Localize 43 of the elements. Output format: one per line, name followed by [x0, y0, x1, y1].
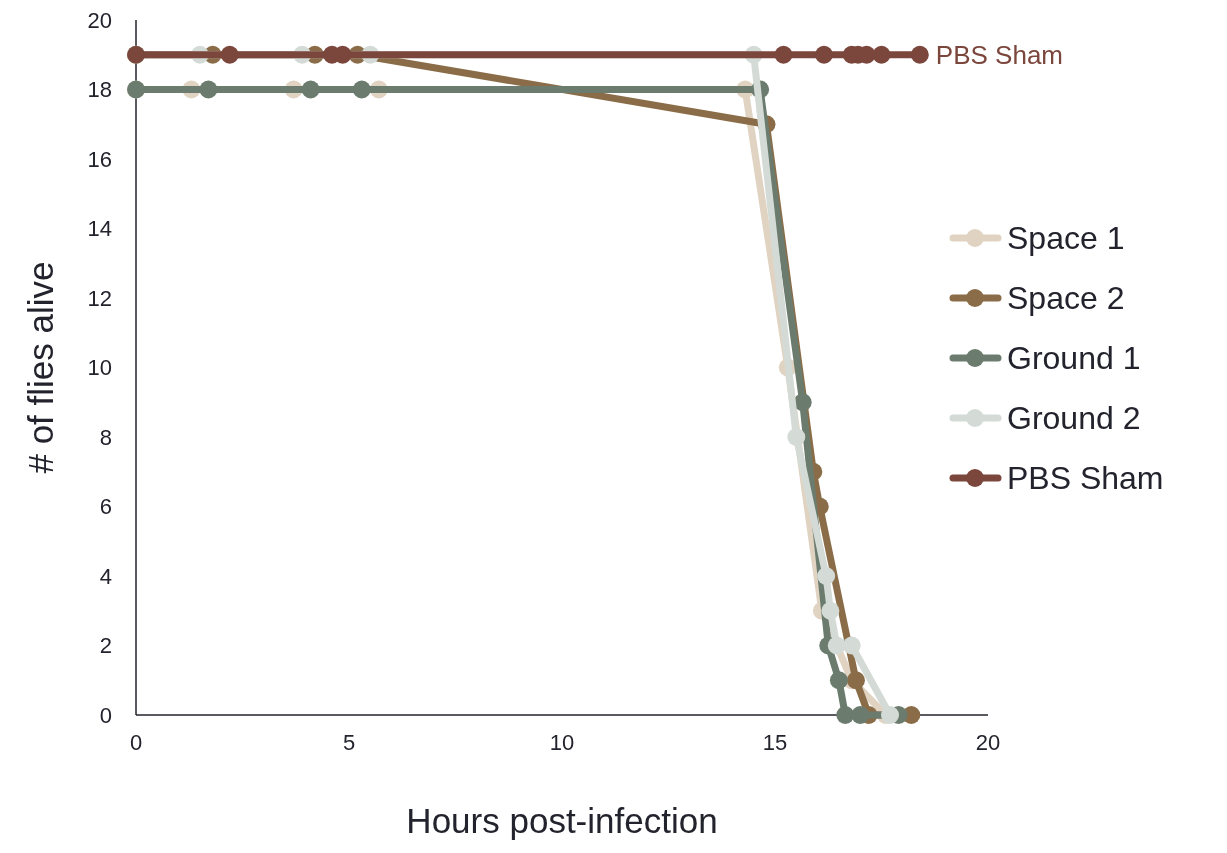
y-tick-label: 18 — [87, 77, 112, 102]
y-axis-title: # of flies alive — [21, 261, 60, 474]
x-tick-label: 5 — [342, 730, 356, 755]
point — [821, 601, 840, 620]
legend-label: Ground 1 — [1007, 340, 1141, 376]
legend-label: Ground 2 — [1007, 400, 1141, 436]
legend-label: Space 2 — [1007, 280, 1125, 316]
point — [793, 393, 812, 412]
point — [846, 671, 865, 690]
legend-label: Space 1 — [1007, 220, 1125, 256]
y-tick-label: 14 — [87, 216, 112, 241]
y-tick-label: 10 — [87, 355, 112, 380]
point — [220, 45, 239, 64]
y-tick-label: 20 — [87, 7, 112, 33]
y-tick-label: 16 — [87, 146, 112, 172]
point — [301, 80, 320, 99]
text: PBS Sham — [935, 39, 1064, 70]
y-tick-label: 12 — [87, 285, 112, 311]
point — [851, 706, 870, 724]
point — [199, 80, 218, 99]
y-tick-label: 6 — [99, 494, 112, 519]
point — [836, 706, 855, 724]
point — [827, 636, 846, 655]
point — [774, 45, 793, 64]
point — [842, 636, 861, 655]
point — [881, 706, 900, 724]
point — [910, 45, 929, 64]
y-tick-label: 4 — [99, 563, 112, 589]
y-tick-label: 2 — [99, 633, 112, 658]
y-tick-label: 8 — [99, 424, 112, 450]
y-tick-label: 0 — [99, 702, 112, 728]
legend-label: PBS Sham — [1007, 460, 1164, 496]
point — [817, 567, 836, 585]
x-tick-label: 20 — [975, 730, 1001, 755]
x-axis-title: Hours post-infection — [406, 801, 718, 840]
x-tick-label: 0 — [129, 730, 143, 755]
point — [872, 45, 891, 64]
x-tick-label: 10 — [549, 730, 575, 755]
point — [814, 45, 833, 64]
point — [352, 80, 371, 99]
point — [829, 671, 848, 690]
x-tick-label: 15 — [762, 730, 788, 755]
point — [787, 428, 806, 446]
